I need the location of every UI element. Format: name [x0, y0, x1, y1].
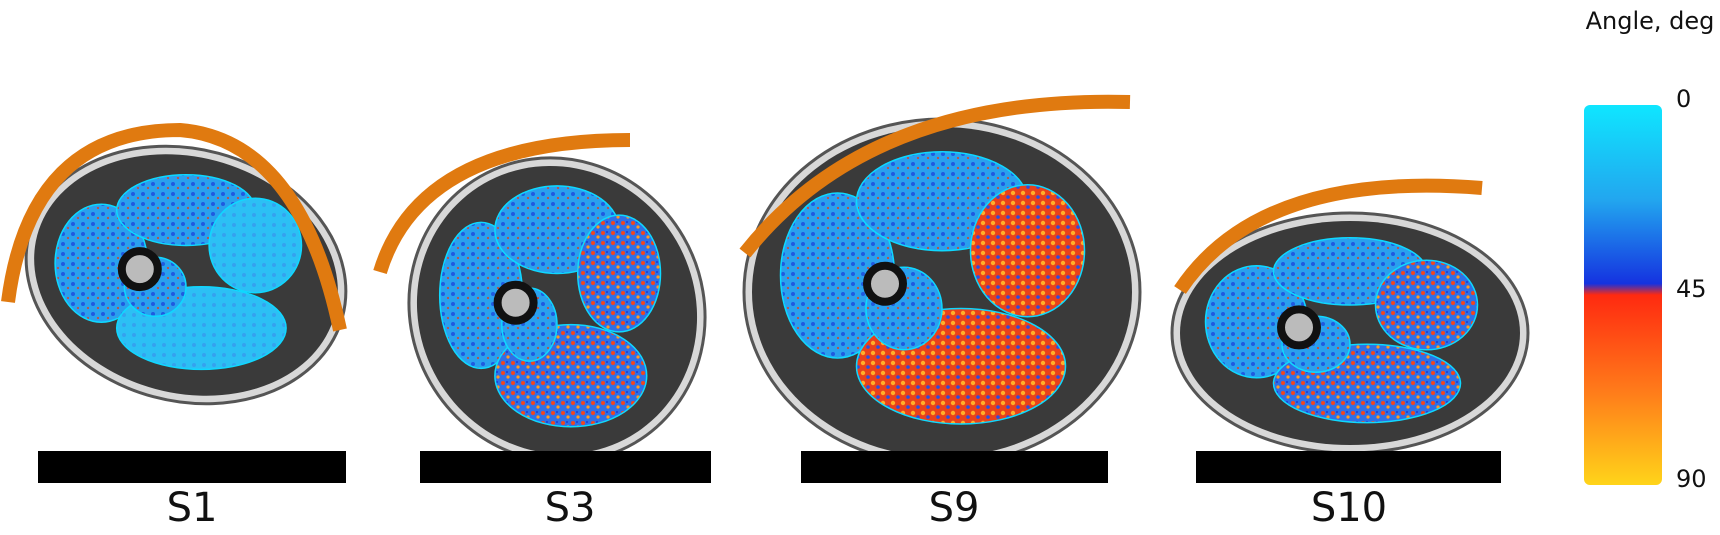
- panel-label: S10: [1311, 485, 1387, 531]
- orange-arc: [1174, 178, 1483, 294]
- scale-bar: [420, 451, 711, 483]
- muscle: [1374, 259, 1479, 351]
- panel-label: S3: [545, 485, 596, 531]
- colorbar-tick-label: 0: [1676, 85, 1691, 113]
- scale-bar: [1196, 451, 1501, 483]
- panel: S1: [1, 122, 348, 531]
- orange-arc: [373, 133, 631, 275]
- bone: [493, 280, 538, 325]
- colorbar-title: Angle, deg: [1586, 7, 1715, 35]
- muscle: [208, 197, 303, 294]
- orange-arc: [739, 94, 1131, 258]
- colorbar-tick-label: 90: [1676, 465, 1707, 493]
- panel: S3: [373, 133, 711, 531]
- scale-bar: [38, 451, 346, 483]
- bone: [117, 247, 162, 292]
- scale-bar: [801, 451, 1108, 483]
- panels: S1 S3 S9 S10: [1, 94, 1530, 531]
- tissue: [416, 165, 698, 455]
- colorbar-tick-label: 45: [1676, 275, 1707, 303]
- panel: S10: [1170, 178, 1530, 531]
- muscle: [969, 184, 1086, 318]
- orange-arc: [1, 122, 347, 332]
- panel-label: S1: [167, 485, 218, 531]
- bone: [1277, 305, 1321, 350]
- panel-label: S9: [929, 485, 980, 531]
- muscle: [576, 214, 662, 333]
- panel: S9: [739, 94, 1142, 531]
- colorbar: [1584, 105, 1662, 485]
- bone: [863, 261, 907, 306]
